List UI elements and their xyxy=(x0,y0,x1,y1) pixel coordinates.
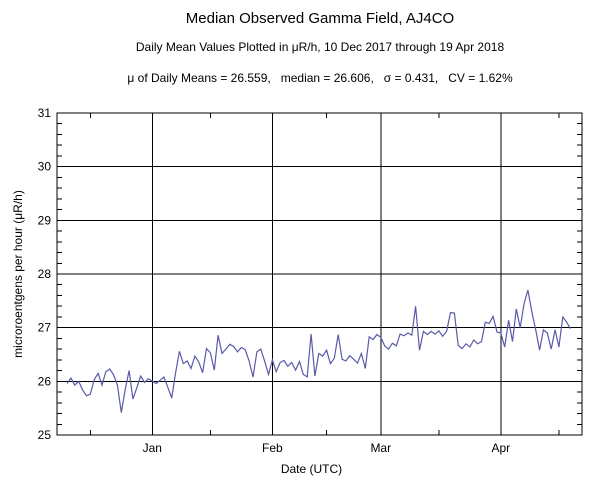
x-tick-label: Mar xyxy=(370,441,391,455)
y-tick-label: 30 xyxy=(38,160,52,174)
y-tick-label: 31 xyxy=(38,106,52,120)
chart-stats-line: μ of Daily Means = 26.559, median = 26.6… xyxy=(127,71,513,85)
x-tick-label: Feb xyxy=(262,441,283,455)
x-tick-label: Jan xyxy=(143,441,162,455)
y-tick-label: 28 xyxy=(38,267,52,281)
chart-title: Median Observed Gamma Field, AJ4CO xyxy=(185,10,455,27)
y-tick-label: 25 xyxy=(38,428,52,442)
y-axis-label: microroentgens per hour (μR/h) xyxy=(11,190,25,358)
x-tick-label: Apr xyxy=(491,441,510,455)
y-tick-label: 29 xyxy=(38,213,52,227)
y-tick-label: 27 xyxy=(38,321,52,335)
y-tick-label: 26 xyxy=(38,374,52,388)
chart-subtitle: Daily Mean Values Plotted in μR/h, 10 De… xyxy=(135,40,505,54)
gamma-data-line xyxy=(66,289,572,413)
x-axis-label: Date (UTC) xyxy=(281,462,342,476)
